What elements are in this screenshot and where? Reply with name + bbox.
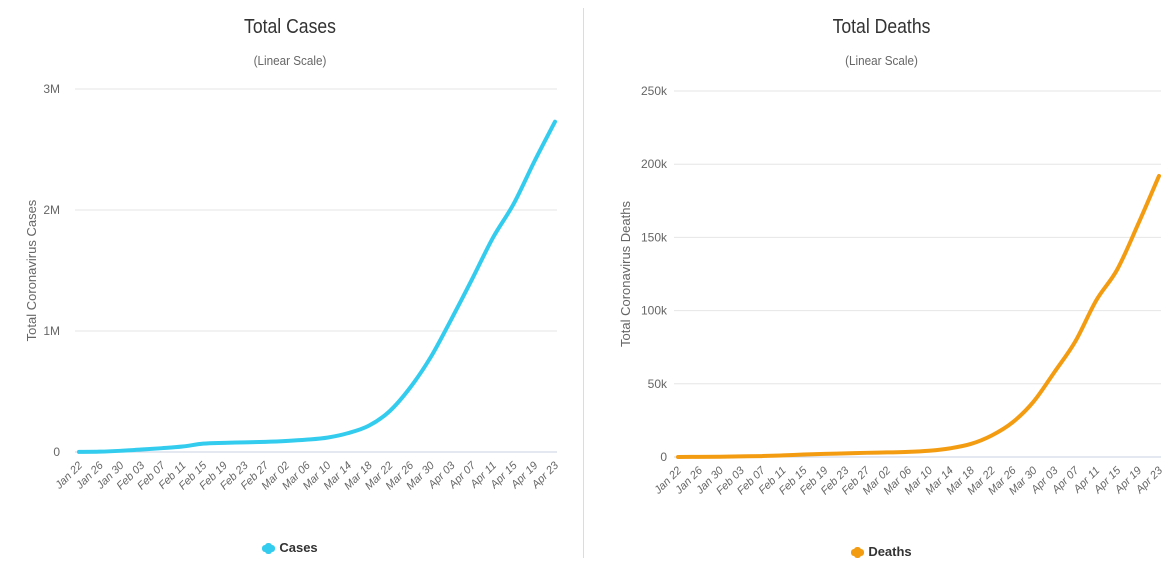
legend-cases[interactable]: Cases <box>0 540 580 555</box>
series-line-cases[interactable] <box>77 119 557 454</box>
data-point[interactable] <box>1094 298 1098 302</box>
data-point[interactable] <box>139 447 143 452</box>
data-point[interactable] <box>553 120 557 124</box>
chart-subtitle: (Linear Scale) <box>845 53 918 68</box>
data-point[interactable] <box>284 439 288 443</box>
legend-label-deaths: Deaths <box>868 544 912 559</box>
data-point[interactable] <box>180 444 185 449</box>
data-point[interactable] <box>1052 370 1057 374</box>
data-point[interactable] <box>676 455 680 459</box>
data-point[interactable] <box>1157 174 1161 178</box>
data-point[interactable] <box>1136 222 1140 226</box>
data-point[interactable] <box>263 440 267 444</box>
data-point[interactable] <box>470 277 474 281</box>
data-point[interactable] <box>532 160 536 164</box>
series-line-deaths[interactable] <box>676 173 1161 459</box>
data-point[interactable] <box>201 442 205 446</box>
y-tick-label: 0 <box>53 445 60 459</box>
legend-label-cases: Cases <box>279 540 318 555</box>
data-point[interactable] <box>885 450 889 455</box>
data-point[interactable] <box>118 449 122 453</box>
data-point[interactable] <box>325 436 329 440</box>
chart-title: Total Cases <box>244 16 336 38</box>
chart-title: Total Deaths <box>832 16 931 38</box>
data-point[interactable] <box>969 442 973 446</box>
data-point[interactable] <box>801 452 806 457</box>
data-point[interactable] <box>242 440 247 444</box>
legend-deaths[interactable]: Deaths <box>594 544 1169 559</box>
y-tick-label: 150k <box>641 230 668 244</box>
data-point[interactable] <box>449 317 454 321</box>
legend-swatch-cases <box>262 543 276 555</box>
data-point[interactable] <box>222 441 226 445</box>
y-tick-label: 1M <box>43 324 60 338</box>
data-point[interactable] <box>843 451 847 455</box>
y-tick-label: 100k <box>641 304 668 318</box>
data-point[interactable] <box>948 446 952 450</box>
data-point[interactable] <box>822 452 826 456</box>
chart-panel-deaths: Total Deaths (Linear Scale) 0 50k 100k 150k… <box>594 0 1169 561</box>
data-point[interactable] <box>305 438 309 442</box>
y-tick-label: 200k <box>641 157 668 171</box>
chart-panel-cases: Total Cases (Linear Scale) 0 1M 2M 3M Total … <box>0 0 580 561</box>
data-point[interactable] <box>760 454 764 458</box>
data-point[interactable] <box>1073 339 1077 343</box>
y-tick-label: 3M <box>43 82 60 96</box>
data-point[interactable] <box>491 236 495 240</box>
data-point[interactable] <box>387 409 392 413</box>
chart-subtitle: (Linear Scale) <box>253 53 327 68</box>
data-point[interactable] <box>512 202 516 206</box>
data-point[interactable] <box>906 450 910 454</box>
data-point[interactable] <box>1115 268 1119 272</box>
deaths-chart-svg: 0 50k 100k 150k 200k 250k Total Coronavirus De… <box>618 84 1166 497</box>
y-axis-label: Total Coronavirus Cases <box>24 199 39 341</box>
y-tick-label: 250k <box>641 84 668 98</box>
y-axis-label: Total Coronavirus Deaths <box>618 201 633 347</box>
data-point[interactable] <box>718 455 722 459</box>
data-point[interactable] <box>780 453 785 457</box>
data-point[interactable] <box>346 431 350 435</box>
data-point[interactable] <box>408 386 412 390</box>
y-tick-label: 0 <box>660 450 667 464</box>
data-point[interactable] <box>160 446 164 450</box>
data-point[interactable] <box>98 450 102 454</box>
data-point[interactable] <box>367 424 371 428</box>
data-point[interactable] <box>1031 400 1036 404</box>
y-tick-label: 50k <box>648 377 668 391</box>
data-point[interactable] <box>77 450 81 454</box>
y-tick-label: 2M <box>43 203 60 217</box>
panel-divider <box>583 8 584 558</box>
data-point[interactable] <box>864 451 868 455</box>
data-point[interactable] <box>927 449 931 453</box>
data-point[interactable] <box>739 454 743 458</box>
data-point[interactable] <box>429 355 433 359</box>
data-point[interactable] <box>697 455 701 459</box>
legend-swatch-deaths <box>851 547 865 559</box>
data-point[interactable] <box>1011 420 1015 424</box>
data-point[interactable] <box>990 433 994 438</box>
